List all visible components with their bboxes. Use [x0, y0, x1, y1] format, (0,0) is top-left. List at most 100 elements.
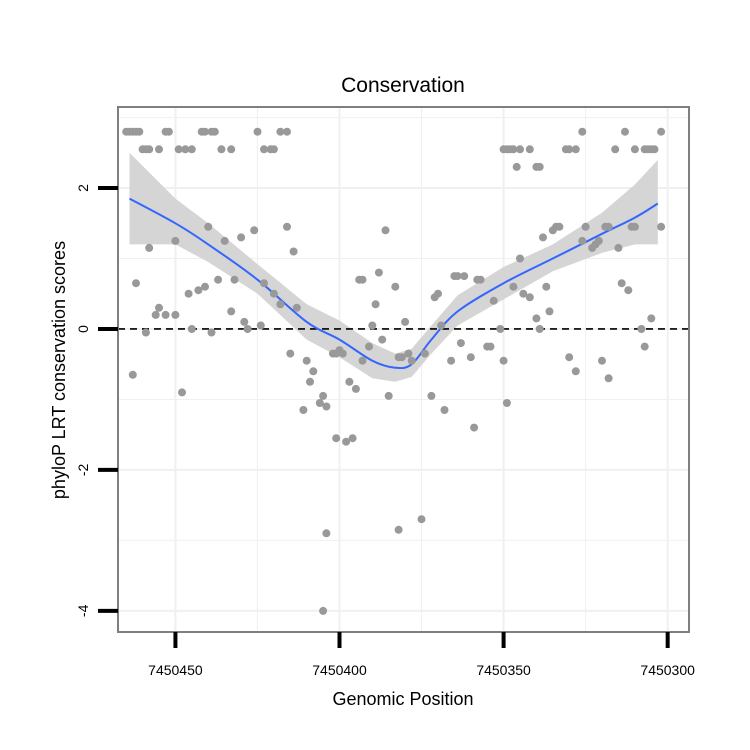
- data-point: [260, 279, 268, 288]
- data-point: [240, 317, 249, 326]
- data-point: [269, 145, 278, 154]
- data-point: [319, 391, 328, 400]
- data-point: [381, 226, 390, 235]
- data-point: [630, 222, 639, 231]
- data-point: [348, 434, 357, 443]
- data-point: [286, 349, 295, 358]
- data-point: [420, 349, 429, 358]
- data-point: [260, 145, 268, 154]
- data-point: [447, 356, 456, 365]
- data-point: [604, 222, 613, 231]
- data-point: [624, 286, 633, 295]
- y-tick-label: -4: [75, 604, 91, 617]
- data-point: [525, 145, 534, 154]
- data-point: [204, 222, 213, 231]
- data-point: [456, 339, 465, 348]
- x-axis-title: Genomic Position: [332, 689, 473, 709]
- data-point: [253, 127, 262, 136]
- data-point: [164, 127, 173, 136]
- data-point: [319, 606, 328, 615]
- data-point: [384, 391, 393, 400]
- data-point: [604, 374, 613, 383]
- data-point: [650, 145, 659, 154]
- data-point: [220, 236, 229, 245]
- y-axis-title: phyloP LRT conservation scores: [49, 241, 69, 499]
- data-point: [292, 303, 301, 312]
- data-point: [470, 423, 479, 432]
- data-point: [276, 127, 285, 136]
- smooth-line-layer: [129, 197, 659, 370]
- data-point: [256, 321, 265, 330]
- data-point: [201, 127, 209, 136]
- data-point: [614, 243, 623, 252]
- x-tick-label: 7450450: [148, 662, 203, 678]
- panel-border: [117, 106, 690, 633]
- data-point: [283, 222, 291, 231]
- data-point: [453, 272, 462, 281]
- data-point: [358, 356, 367, 365]
- data-point: [578, 236, 587, 245]
- data-point: [338, 349, 347, 358]
- data-point: [351, 384, 360, 393]
- data-point: [306, 377, 314, 386]
- data-point: [342, 437, 351, 446]
- data-point: [217, 145, 226, 154]
- data-point: [332, 434, 341, 443]
- chart-title: Conservation: [341, 74, 465, 97]
- data-point: [237, 233, 246, 242]
- data-point: [184, 289, 193, 298]
- confidence-ribbon: [129, 152, 658, 382]
- data-point: [545, 307, 554, 316]
- grid-layer: [118, 107, 689, 632]
- data-point: [509, 145, 518, 154]
- data-point: [299, 406, 308, 414]
- data-point: [502, 399, 511, 407]
- data-point: [289, 247, 298, 256]
- data-point: [489, 296, 498, 305]
- data-point: [201, 282, 209, 291]
- data-point: [174, 145, 183, 154]
- y-tick-label: -2: [75, 463, 91, 476]
- data-point: [365, 342, 373, 351]
- data-point: [657, 222, 666, 231]
- data-point: [230, 275, 239, 284]
- data-point: [276, 300, 285, 309]
- data-point: [516, 254, 524, 263]
- data-point: [171, 236, 180, 245]
- data-point: [374, 268, 383, 277]
- data-point: [460, 272, 469, 281]
- data-point: [322, 402, 331, 411]
- x-tick-label: 7450300: [640, 662, 695, 678]
- data-point: [181, 145, 190, 154]
- data-point: [397, 353, 406, 362]
- x-tick-label: 7450400: [312, 662, 367, 678]
- data-point: [207, 328, 216, 337]
- ticks-layer: 7450450 7450400 7450350 7450300 2 0 -2 -4: [75, 184, 695, 678]
- data-point: [187, 325, 196, 333]
- data-point: [283, 127, 291, 136]
- data-point: [565, 145, 574, 154]
- data-point: [227, 307, 236, 316]
- data-point: [358, 275, 367, 284]
- data-point: [571, 367, 580, 376]
- data-point: [434, 289, 442, 298]
- data-point: [128, 370, 137, 379]
- data-point: [407, 356, 416, 365]
- data-point: [657, 127, 666, 136]
- data-point: [594, 236, 603, 245]
- y-tick-label: 2: [75, 184, 91, 192]
- data-point: [512, 162, 521, 171]
- data-point: [637, 325, 646, 333]
- data-point: [155, 303, 163, 312]
- data-point: [302, 356, 311, 365]
- data-point: [525, 293, 534, 302]
- data-point: [440, 406, 449, 414]
- data-point: [581, 222, 590, 231]
- data-point: [178, 388, 186, 397]
- panel-border-layer: [117, 106, 690, 633]
- data-point: [315, 399, 324, 407]
- data-point: [161, 310, 170, 319]
- data-point: [539, 233, 547, 242]
- data-point: [145, 243, 154, 252]
- data-point: [509, 282, 518, 291]
